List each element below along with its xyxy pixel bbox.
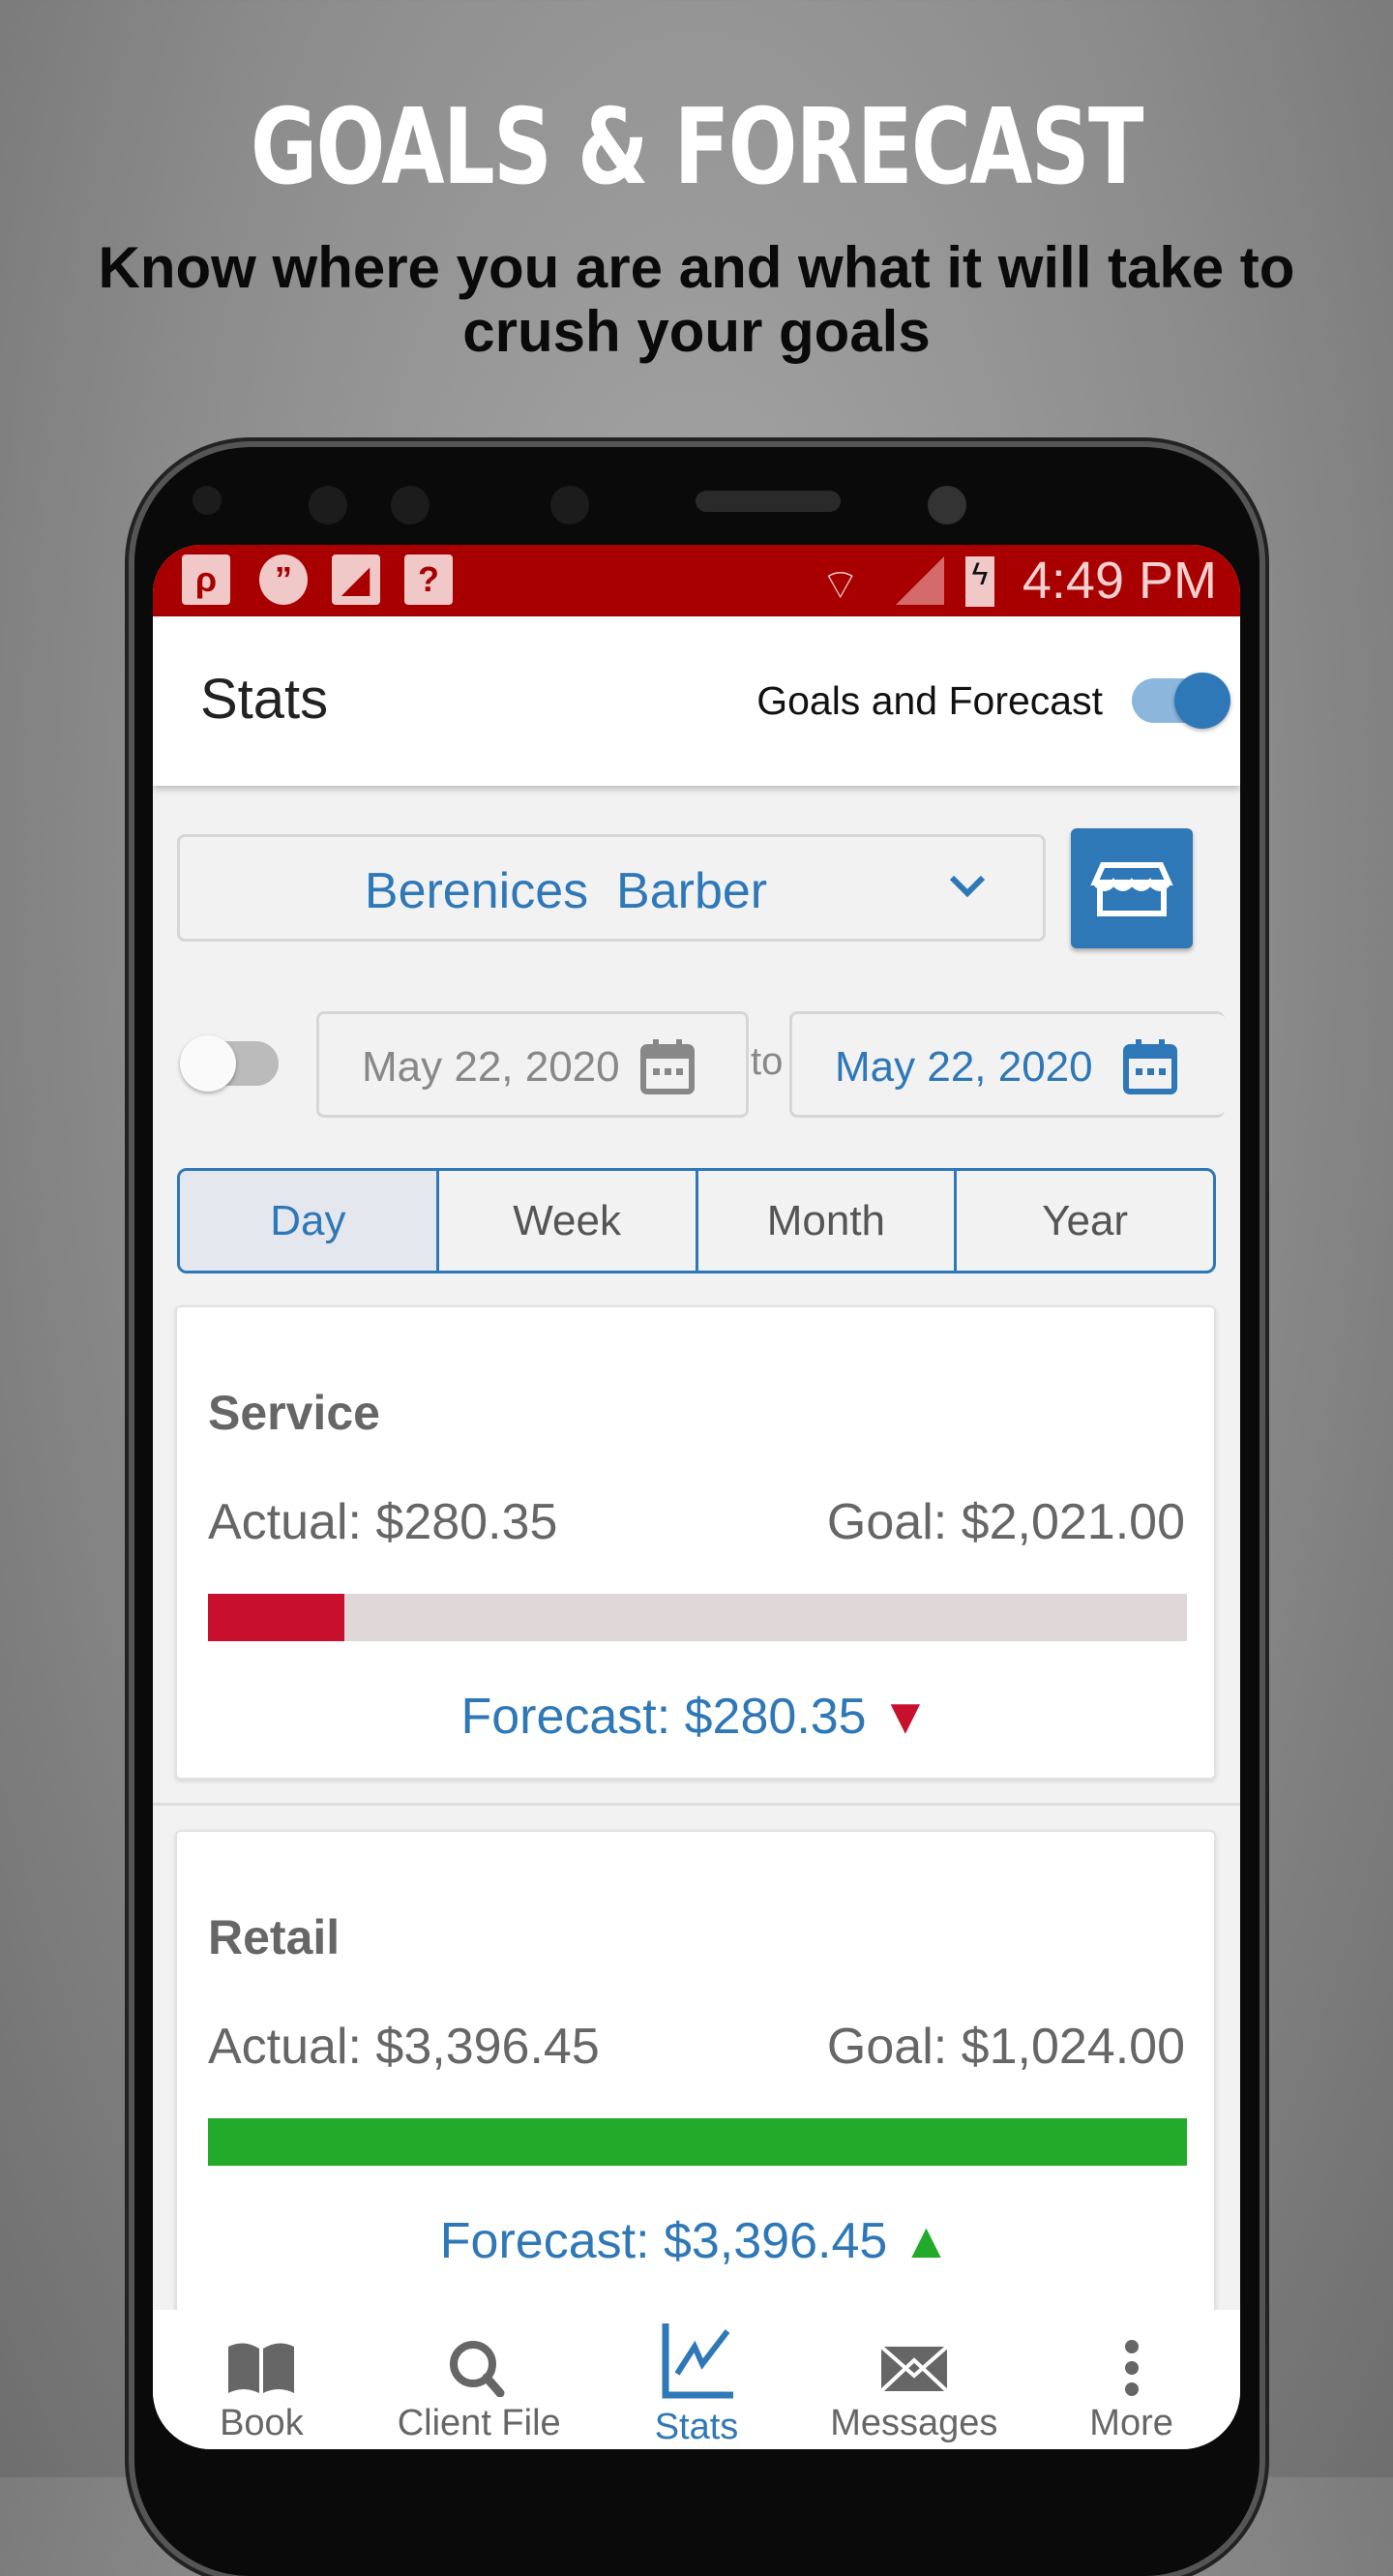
tab-day[interactable]: Day <box>180 1171 436 1271</box>
nav-book[interactable]: Book <box>153 2310 370 2449</box>
more-vertical-icon <box>1124 2340 1139 2396</box>
progress-fill <box>208 2118 1187 2166</box>
image-icon: ◢ <box>332 554 380 605</box>
goals-toggle-label: Goals and Forecast <box>756 678 1103 723</box>
nav-label: Messages <box>830 2403 998 2443</box>
trend-down-icon: ▼ <box>880 1689 931 1745</box>
progress-fill <box>208 1594 344 1641</box>
signal-icon <box>896 556 944 605</box>
envelope-icon <box>879 2345 949 2393</box>
nav-more[interactable]: More <box>1023 2310 1240 2449</box>
card-title: Service <box>208 1386 380 1440</box>
calendar-icon <box>1123 1039 1177 1094</box>
app-screen: ρ ” ◢ ? ⌔ ϟ 4:49 PM Stats Goals and Fore… <box>153 545 1240 2449</box>
retail-card: Retail Actual: $3,396.45 Goal: $1,024.00… <box>175 1830 1216 2314</box>
store-button[interactable] <box>1071 828 1193 948</box>
chat-icon: ” <box>259 554 308 605</box>
staff-dropdown[interactable]: Berenices Barber <box>177 834 1046 942</box>
period-tabs: Day Week Month Year <box>177 1168 1216 1273</box>
page-title: Stats <box>200 668 329 731</box>
book-icon <box>228 2343 295 2393</box>
status-bar: ρ ” ◢ ? ⌔ ϟ 4:49 PM <box>153 545 1240 616</box>
promo-headline: GOALS & FORECAST <box>251 87 1143 208</box>
search-icon <box>450 2341 505 2397</box>
goals-forecast-toggle[interactable] <box>1132 673 1230 729</box>
forecast-line: Forecast: $280.35 ▼ <box>177 1688 1214 1746</box>
battery-charging-icon: ϟ <box>965 556 994 607</box>
from-date-field[interactable]: May 22, 2020 <box>316 1011 749 1118</box>
actual-value: Actual: $3,396.45 <box>208 2019 600 2075</box>
nav-label: Book <box>220 2403 304 2443</box>
actual-value: Actual: $280.35 <box>208 1494 558 1550</box>
nav-label: More <box>1089 2403 1173 2443</box>
forecast-value: Forecast: $280.35 <box>460 1689 867 1745</box>
bottom-nav: Book Client File Stats Messages More <box>153 2310 1240 2449</box>
nav-label: Client File <box>397 2403 561 2443</box>
chevron-down-icon <box>949 875 986 898</box>
forecast-line: Forecast: $3,396.45 ▲ <box>177 2212 1214 2270</box>
chart-icon <box>662 2323 733 2399</box>
forecast-value: Forecast: $3,396.45 <box>439 2213 888 2269</box>
calendar-icon <box>640 1039 695 1094</box>
service-card: Service Actual: $280.35 Goal: $2,021.00 … <box>175 1305 1216 1780</box>
trend-up-icon: ▲ <box>901 2213 952 2269</box>
to-date: May 22, 2020 <box>835 1043 1093 1091</box>
divider <box>153 1803 1240 1806</box>
staff-name: Berenices Barber <box>364 863 768 919</box>
app-header: Stats Goals and Forecast <box>153 616 1240 786</box>
date-range-toggle[interactable] <box>180 1035 279 1092</box>
store-icon <box>1090 862 1173 916</box>
tab-week[interactable]: Week <box>435 1171 696 1271</box>
tab-year[interactable]: Year <box>954 1171 1213 1271</box>
nav-label: Stats <box>654 2407 739 2447</box>
status-time: 4:49 PM <box>1022 552 1217 610</box>
to-date-field[interactable]: May 22, 2020 <box>789 1011 1225 1118</box>
goal-value: Goal: $1,024.00 <box>826 2019 1185 2075</box>
tab-month[interactable]: Month <box>695 1171 955 1271</box>
to-label: to <box>751 1040 784 1083</box>
app-notification-icon: ρ <box>182 554 230 605</box>
nav-messages[interactable]: Messages <box>805 2310 1023 2449</box>
promo-subtitle: Know where you are and what it will take… <box>98 235 1295 364</box>
goal-value: Goal: $2,021.00 <box>826 1494 1185 1550</box>
wifi-icon: ⌔ <box>820 561 861 609</box>
progress-bar <box>208 1594 1187 1641</box>
help-icon: ? <box>404 554 453 605</box>
card-title: Retail <box>208 1910 341 1964</box>
progress-bar <box>208 2118 1187 2166</box>
nav-stats[interactable]: Stats <box>588 2310 806 2449</box>
from-date: May 22, 2020 <box>362 1043 620 1091</box>
nav-client-file[interactable]: Client File <box>370 2310 588 2449</box>
